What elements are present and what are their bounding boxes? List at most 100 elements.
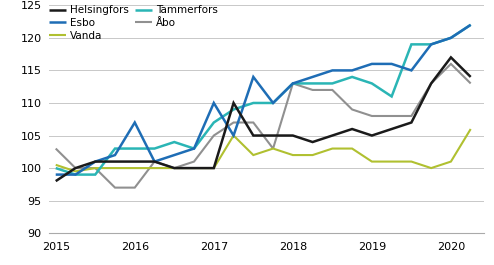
Vanda xyxy=(92,166,98,170)
Helsingfors xyxy=(73,166,79,170)
Helsingfors xyxy=(231,101,237,105)
Esbo xyxy=(329,69,335,72)
Åbo xyxy=(211,134,217,137)
Vanda xyxy=(53,163,59,166)
Tammerfors xyxy=(349,75,355,78)
Tammerfors xyxy=(231,108,237,111)
Vanda xyxy=(112,166,118,170)
Esbo xyxy=(428,43,434,46)
Esbo xyxy=(389,62,395,65)
Tammerfors xyxy=(112,147,118,150)
Line: Esbo: Esbo xyxy=(56,25,471,175)
Tammerfors xyxy=(409,43,414,46)
Esbo xyxy=(310,75,316,78)
Åbo xyxy=(448,62,454,65)
Åbo xyxy=(290,82,296,85)
Åbo xyxy=(389,114,395,118)
Vanda xyxy=(389,160,395,163)
Helsingfors xyxy=(468,75,474,78)
Esbo xyxy=(231,134,237,137)
Esbo xyxy=(53,173,59,176)
Helsingfors xyxy=(409,121,414,124)
Esbo xyxy=(132,121,138,124)
Esbo xyxy=(211,101,217,105)
Line: Vanda: Vanda xyxy=(56,129,471,171)
Åbo xyxy=(250,121,256,124)
Vanda xyxy=(448,160,454,163)
Helsingfors xyxy=(211,166,217,170)
Åbo xyxy=(112,186,118,189)
Helsingfors xyxy=(329,134,335,137)
Åbo xyxy=(73,166,79,170)
Åbo xyxy=(132,186,138,189)
Vanda xyxy=(152,166,158,170)
Tammerfors xyxy=(191,147,197,150)
Helsingfors xyxy=(191,166,197,170)
Vanda xyxy=(329,147,335,150)
Tammerfors xyxy=(270,101,276,105)
Tammerfors xyxy=(171,140,177,144)
Åbo xyxy=(428,82,434,85)
Åbo xyxy=(53,147,59,150)
Esbo xyxy=(290,82,296,85)
Vanda xyxy=(428,166,434,170)
Helsingfors xyxy=(132,160,138,163)
Helsingfors xyxy=(369,134,375,137)
Esbo xyxy=(369,62,375,65)
Åbo xyxy=(468,82,474,85)
Esbo xyxy=(112,153,118,157)
Åbo xyxy=(349,108,355,111)
Helsingfors xyxy=(448,56,454,59)
Helsingfors xyxy=(112,160,118,163)
Tammerfors xyxy=(389,95,395,98)
Vanda xyxy=(171,166,177,170)
Åbo xyxy=(191,160,197,163)
Tammerfors xyxy=(152,147,158,150)
Vanda xyxy=(250,153,256,157)
Åbo xyxy=(270,147,276,150)
Åbo xyxy=(231,121,237,124)
Åbo xyxy=(92,166,98,170)
Vanda xyxy=(73,170,79,173)
Helsingfors xyxy=(171,166,177,170)
Helsingfors xyxy=(389,127,395,131)
Vanda xyxy=(211,166,217,170)
Esbo xyxy=(270,101,276,105)
Vanda xyxy=(290,153,296,157)
Line: Åbo: Åbo xyxy=(56,64,471,188)
Tammerfors xyxy=(369,82,375,85)
Esbo xyxy=(349,69,355,72)
Esbo xyxy=(468,23,474,27)
Åbo xyxy=(152,160,158,163)
Esbo xyxy=(73,173,79,176)
Tammerfors xyxy=(53,166,59,170)
Helsingfors xyxy=(53,179,59,183)
Esbo xyxy=(250,75,256,78)
Esbo xyxy=(152,160,158,163)
Tammerfors xyxy=(92,173,98,176)
Esbo xyxy=(448,36,454,39)
Tammerfors xyxy=(290,82,296,85)
Tammerfors xyxy=(250,101,256,105)
Vanda xyxy=(191,166,197,170)
Åbo xyxy=(171,166,177,170)
Helsingfors xyxy=(270,134,276,137)
Helsingfors xyxy=(152,160,158,163)
Vanda xyxy=(231,134,237,137)
Tammerfors xyxy=(73,173,79,176)
Vanda xyxy=(369,160,375,163)
Åbo xyxy=(409,114,414,118)
Tammerfors xyxy=(211,121,217,124)
Line: Helsingfors: Helsingfors xyxy=(56,58,471,181)
Helsingfors xyxy=(92,160,98,163)
Esbo xyxy=(92,160,98,163)
Esbo xyxy=(191,147,197,150)
Tammerfors xyxy=(468,23,474,27)
Åbo xyxy=(329,88,335,91)
Helsingfors xyxy=(290,134,296,137)
Åbo xyxy=(369,114,375,118)
Vanda xyxy=(270,147,276,150)
Åbo xyxy=(310,88,316,91)
Tammerfors xyxy=(310,82,316,85)
Vanda xyxy=(409,160,414,163)
